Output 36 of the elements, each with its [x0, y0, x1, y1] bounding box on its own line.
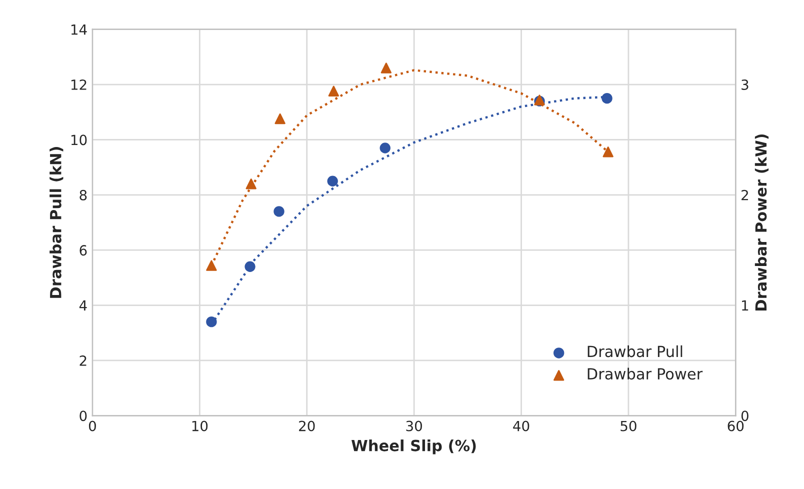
point	[380, 62, 392, 74]
y2-axis-title: Drawbar Power (kW)	[754, 134, 769, 310]
x-tick-label: 20	[299, 420, 315, 432]
y-tick-label: 12	[71, 79, 86, 90]
x-tick-label: 10	[192, 420, 208, 432]
point	[327, 176, 338, 186]
point	[246, 178, 256, 190]
point	[206, 316, 217, 328]
y-tick-label: 10	[71, 134, 87, 146]
point	[206, 260, 217, 271]
y-axis-title: Drawbar Pull (kN)	[50, 147, 64, 298]
y-tick-label: 8	[80, 190, 87, 200]
x-tick-label: 60	[728, 420, 744, 432]
x-tick-label: 30	[406, 420, 422, 432]
point	[602, 146, 614, 158]
point	[328, 86, 340, 97]
x-tick-label: 40	[513, 420, 530, 432]
x-tick-label: 0	[88, 420, 96, 432]
legend-label: Drawbar Power	[588, 368, 703, 380]
y-tick-label: 14	[71, 24, 87, 35]
point	[274, 206, 284, 217]
x-axis-title: Wheel Slip (%)	[352, 440, 476, 454]
y-tick-label: 2	[80, 355, 86, 366]
legend-label: Drawbar Pull	[588, 345, 682, 358]
point	[602, 92, 612, 104]
point	[274, 113, 286, 124]
y2-tick-label: 2	[742, 190, 748, 200]
y2-tick-label: 1	[742, 300, 748, 311]
y-tick-label: 4	[79, 300, 87, 311]
point	[244, 261, 256, 272]
point	[380, 142, 390, 154]
y2-tick-label: 3	[742, 79, 748, 90]
y-tick-label: 0	[80, 410, 87, 422]
y2-tick-label: 0	[741, 410, 748, 422]
x-tick-label: 50	[620, 420, 636, 432]
y-tick-label: 6	[80, 245, 87, 256]
